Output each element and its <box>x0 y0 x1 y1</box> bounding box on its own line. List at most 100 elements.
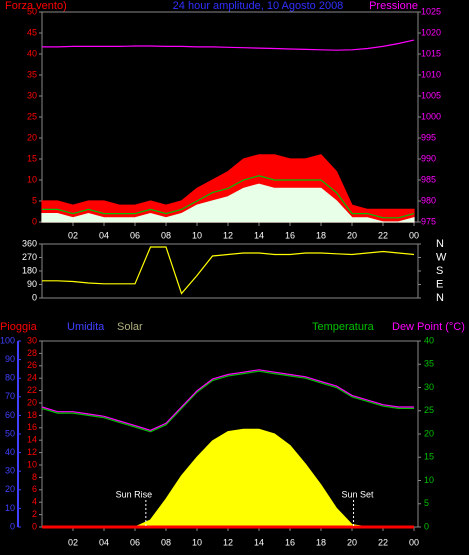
x-tick-label: 00 <box>409 537 419 547</box>
y-tick-label: 22 <box>27 385 37 395</box>
y3-tick-label: 10 <box>5 503 15 513</box>
y-tick-label: 30 <box>27 90 37 100</box>
series-area <box>42 428 414 528</box>
y-tick-label: 6 <box>32 484 37 494</box>
series-line <box>41 369 414 431</box>
x-tick-label: 16 <box>285 537 295 547</box>
y3-tick-label: 0 <box>10 521 15 531</box>
x-tick-label: 12 <box>223 537 233 547</box>
y-tick-label: 14 <box>27 435 37 445</box>
x-tick-label: 20 <box>347 230 357 240</box>
series-line <box>42 175 415 219</box>
y-tick-label: 24 <box>27 373 37 383</box>
annotation: Sun Set <box>342 489 375 499</box>
y2-tick-label: S <box>436 265 443 277</box>
y-tick-label: 5 <box>32 195 37 205</box>
y2-tick-label: 1010 <box>421 69 441 79</box>
y3-tick-label: 40 <box>5 447 15 457</box>
y-tick-label: 20 <box>27 397 37 407</box>
y-tick-label: 180 <box>22 265 37 275</box>
legend-solar: Solar <box>117 321 143 333</box>
pressure-label: Pressione <box>369 0 418 12</box>
x-tick-label: 00 <box>409 230 419 240</box>
y-tick-label: 0 <box>32 292 37 302</box>
y2-tick-label: 975 <box>421 216 436 226</box>
y-tick-label: 40 <box>27 48 37 58</box>
y-tick-label: 2 <box>32 509 37 519</box>
y3-tick-label: 80 <box>5 373 15 383</box>
y2-tick-label: 1015 <box>421 48 441 58</box>
y2-tick-label: 1025 <box>421 6 441 16</box>
x-tick-label: 12 <box>223 230 233 240</box>
y2-tick-label: W <box>436 251 447 263</box>
y-tick-label: 26 <box>27 360 37 370</box>
y-tick-label: 4 <box>32 497 37 507</box>
y3-tick-label: 50 <box>5 428 15 438</box>
y-tick-label: 16 <box>27 422 37 432</box>
x-tick-label: 08 <box>161 537 171 547</box>
x-tick-label: 16 <box>285 230 295 240</box>
y2-tick-label: N <box>436 292 444 304</box>
humidity-label: Umidita <box>67 321 105 333</box>
y2-tick-label: 980 <box>421 195 436 205</box>
y-tick-label: 20 <box>27 132 37 142</box>
y2-tick-label: 985 <box>421 174 436 184</box>
y2-tick-label: 35 <box>424 359 434 369</box>
x-tick-label: 20 <box>347 537 357 547</box>
y-tick-label: 45 <box>27 27 37 37</box>
y-tick-label: 30 <box>27 335 37 345</box>
y-tick-label: 35 <box>27 69 37 79</box>
x-tick-label: 18 <box>316 230 326 240</box>
y2-tick-label: 0 <box>424 521 429 531</box>
y-tick-label: 18 <box>27 410 37 420</box>
plot-frame <box>41 243 419 299</box>
y-tick-label: 25 <box>27 111 37 121</box>
series-line <box>42 246 415 295</box>
y2-tick-label: 995 <box>421 132 436 142</box>
x-tick-label: 22 <box>378 537 388 547</box>
y-tick-label: 12 <box>27 447 37 457</box>
x-tick-label: 14 <box>254 537 264 547</box>
y3-tick-label: 90 <box>5 354 15 364</box>
y2-tick-label: 20 <box>424 428 434 438</box>
y2-tick-label: E <box>436 278 443 290</box>
y-tick-label: 270 <box>22 252 37 262</box>
y2-tick-label: 990 <box>421 153 436 163</box>
y3-tick-label: 70 <box>5 391 15 401</box>
y2-tick-label: 10 <box>424 475 434 485</box>
x-tick-label: 02 <box>68 537 78 547</box>
x-tick-label: 08 <box>161 230 171 240</box>
wind-label: Forza vento) <box>5 0 67 12</box>
y2-tick-label: 15 <box>424 452 434 462</box>
x-tick-label: 14 <box>254 230 264 240</box>
y-tick-label: 10 <box>27 174 37 184</box>
legend-rain: Pioggia <box>0 321 38 333</box>
x-tick-label: 18 <box>316 537 326 547</box>
y3-tick-label: 30 <box>5 466 15 476</box>
y3-tick-label: 60 <box>5 410 15 420</box>
y-tick-label: 8 <box>32 472 37 482</box>
legend-temperature: Temperatura <box>312 321 375 333</box>
x-tick-label: 02 <box>68 230 78 240</box>
y-tick-label: 28 <box>27 348 37 358</box>
y-tick-label: 15 <box>27 153 37 163</box>
x-tick-label: 22 <box>378 230 388 240</box>
y2-tick-label: 25 <box>424 405 434 415</box>
y2-tick-label: 1020 <box>421 27 441 37</box>
annotation: Sun Rise <box>116 489 153 499</box>
x-tick-label: 04 <box>99 230 109 240</box>
x-tick-label: 04 <box>99 537 109 547</box>
y-tick-label: 10 <box>27 459 37 469</box>
x-tick-label: 10 <box>192 230 202 240</box>
y-tick-label: 50 <box>27 6 37 16</box>
y3-tick-label: 100 <box>0 335 15 345</box>
x-tick-label: 06 <box>130 230 140 240</box>
chart-title: 24 hour amplitude, 10 Agosto 2008 <box>173 0 344 12</box>
y-tick-label: 0 <box>32 216 37 226</box>
y2-tick-label: 1005 <box>421 90 441 100</box>
y-tick-label: 360 <box>22 238 37 248</box>
legend-dew-point: Dew Point (°C) <box>392 321 465 333</box>
y3-tick-label: 20 <box>5 484 15 494</box>
y2-tick-label: 40 <box>424 335 434 345</box>
